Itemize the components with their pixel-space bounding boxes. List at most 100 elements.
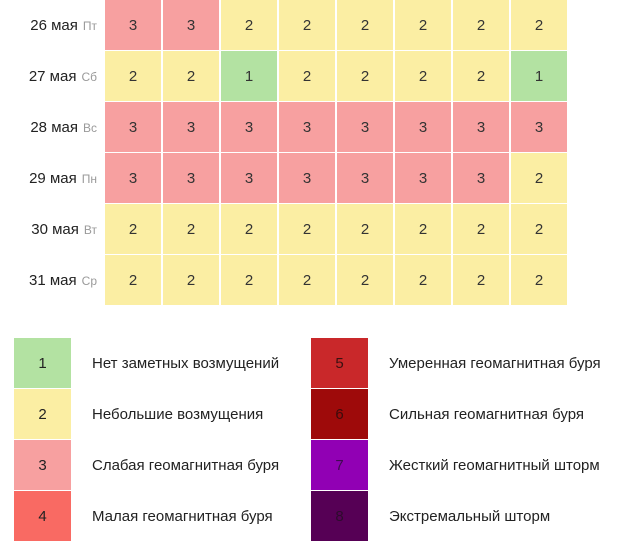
kp-cell: 3 [511, 102, 567, 152]
kp-value: 2 [302, 16, 312, 34]
kp-cell: 2 [453, 0, 509, 50]
kp-cell: 2 [279, 204, 335, 254]
kp-value: 3 [186, 169, 196, 187]
kp-value: 2 [418, 67, 428, 85]
kp-value: 2 [244, 16, 254, 34]
kp-cell: 3 [395, 153, 451, 203]
kp-value: 2 [418, 271, 428, 289]
kp-value: 2 [534, 220, 544, 238]
weekday-text: Вс [82, 120, 97, 135]
date-text: 26 мая [30, 17, 78, 34]
kp-value: 1 [244, 67, 254, 85]
weekday-text: Сб [81, 69, 97, 84]
legend-level: 4 [38, 507, 47, 525]
legend-level: 3 [38, 456, 47, 474]
day-label: 26 мая Пт [0, 0, 105, 51]
kp-cell: 2 [337, 255, 393, 305]
legend-level: 7 [335, 456, 344, 474]
legend-label: Небольшие возмущения [92, 405, 264, 423]
kp-cell: 3 [453, 102, 509, 152]
kp-value: 2 [534, 16, 544, 34]
kp-cell: 2 [337, 204, 393, 254]
kp-value: 3 [128, 118, 138, 136]
kp-cell: 2 [337, 0, 393, 50]
kp-value: 2 [128, 67, 138, 85]
kp-cell: 2 [105, 255, 161, 305]
date-text: 27 мая [28, 68, 77, 85]
day-row: 30 мая Вт 2 2 2 2 2 2 2 2 [0, 204, 627, 255]
kp-value: 2 [186, 67, 196, 85]
legend-swatch: 4 [14, 491, 71, 541]
kp-cell: 3 [221, 153, 277, 203]
kp-value: 2 [534, 271, 544, 289]
kp-value: 2 [186, 220, 196, 238]
kp-cell: 2 [453, 255, 509, 305]
kp-cell: 2 [511, 204, 567, 254]
kp-cell: 2 [163, 204, 219, 254]
kp-value: 3 [476, 118, 486, 136]
kp-value: 2 [302, 220, 312, 238]
kp-cell: 3 [163, 0, 219, 50]
kp-value: 2 [360, 67, 370, 85]
legend-level: 8 [335, 507, 344, 525]
kp-value: 2 [186, 271, 196, 289]
legend-label: Малая геомагнитная буря [92, 507, 273, 525]
kp-value: 3 [360, 118, 370, 136]
legend-level: 5 [335, 354, 344, 372]
day-row: 26 мая Пт 3 3 2 2 2 2 2 2 [0, 0, 627, 51]
kp-cell: 3 [221, 102, 277, 152]
kp-value: 2 [302, 271, 312, 289]
legend-label: Сильная геомагнитная буря [389, 405, 584, 423]
kp-value: 3 [418, 169, 428, 187]
kp-value: 3 [128, 169, 138, 187]
kp-cell: 2 [395, 0, 451, 50]
kp-cell: 3 [163, 153, 219, 203]
legend-label: Слабая геомагнитная буря [92, 456, 280, 474]
kp-cell: 2 [511, 153, 567, 203]
legend-label: Экстремальный шторм [389, 507, 551, 525]
weekday-text: Вт [83, 222, 97, 237]
kp-cell: 2 [453, 51, 509, 101]
kp-cell: 2 [221, 255, 277, 305]
kp-value: 3 [418, 118, 428, 136]
kp-cell: 2 [279, 51, 335, 101]
date-text: 31 мая [29, 272, 77, 289]
legend-swatch: 1 [14, 338, 71, 388]
kp-cell: 3 [105, 0, 161, 50]
legend-level: 1 [38, 354, 47, 372]
kp-cell: 2 [395, 255, 451, 305]
kp-value: 2 [244, 271, 254, 289]
kp-cell: 2 [163, 255, 219, 305]
legend-swatch: 2 [14, 389, 71, 439]
kp-value: 2 [534, 169, 544, 187]
kp-cell: 1 [221, 51, 277, 101]
kp-value: 1 [534, 67, 544, 85]
kp-cell: 2 [511, 0, 567, 50]
kp-value: 3 [244, 169, 254, 187]
legend-swatch: 3 [14, 440, 71, 490]
kp-cell: 3 [279, 153, 335, 203]
day-row: 28 мая Вс 3 3 3 3 3 3 3 3 [0, 102, 627, 153]
kp-cell: 3 [395, 102, 451, 152]
kp-cell: 2 [279, 255, 335, 305]
kp-cell: 2 [105, 51, 161, 101]
kp-value: 3 [128, 16, 138, 34]
legend-level: 2 [38, 405, 47, 423]
kp-value: 2 [360, 220, 370, 238]
kp-cell: 2 [279, 0, 335, 50]
kp-value: 2 [244, 220, 254, 238]
kp-cell: 2 [395, 204, 451, 254]
kp-cell: 3 [337, 153, 393, 203]
kp-value: 2 [476, 16, 486, 34]
kp-value: 2 [302, 67, 312, 85]
legend-swatch: 6 [311, 389, 368, 439]
kp-cell: 3 [337, 102, 393, 152]
kp-value: 2 [476, 271, 486, 289]
kp-cell: 3 [105, 153, 161, 203]
day-label: 30 мая Вт [0, 204, 105, 255]
weekday-text: Пт [82, 18, 97, 33]
day-label: 27 мая Сб [0, 51, 105, 102]
legend-swatch: 5 [311, 338, 368, 388]
kp-value: 2 [360, 16, 370, 34]
legend-label: Нет заметных возмущений [92, 354, 280, 372]
